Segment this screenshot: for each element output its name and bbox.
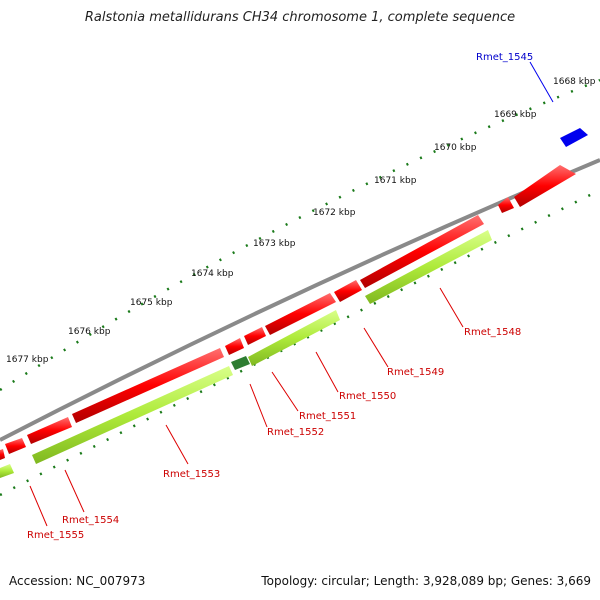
gene-arrow[interactable] xyxy=(244,327,266,345)
accession-text: Accession: NC_007973 xyxy=(9,574,146,588)
gene-arrow[interactable] xyxy=(27,417,72,444)
gene-arrow[interactable] xyxy=(231,356,250,370)
gene-arrow[interactable] xyxy=(265,293,336,335)
gene-arrow[interactable] xyxy=(225,338,244,355)
leader-line xyxy=(271,371,299,412)
gene-label[interactable]: Rmet_1550 xyxy=(339,391,396,402)
kbp-label: 1669 kbp xyxy=(494,110,537,120)
genome-summary: Topology: circular; Length: 3,928,089 bp… xyxy=(261,574,591,588)
gene-labels: Rmet_1545 Rmet_1548 Rmet_1549 Rmet_1550 … xyxy=(27,52,533,541)
gene-arrow[interactable] xyxy=(5,438,26,454)
kbp-labels: 1668 kbp 1669 kbp 1670 kbp 1671 kbp 1672… xyxy=(6,77,596,365)
kbp-label: 1675 kbp xyxy=(130,298,173,308)
leader-line xyxy=(439,287,464,328)
leader-line xyxy=(249,383,268,428)
map-title: Ralstonia metallidurans CH34 chromosome … xyxy=(84,10,516,25)
gene-arrow[interactable] xyxy=(514,165,576,207)
gene-label[interactable]: Rmet_1545 xyxy=(476,52,533,63)
leader-line xyxy=(363,327,389,368)
kbp-label: 1671 kbp xyxy=(374,176,417,186)
gene-label[interactable]: Rmet_1554 xyxy=(62,515,119,526)
gene-arrow-highlighted[interactable] xyxy=(560,128,588,147)
gene-arrow[interactable] xyxy=(248,310,340,366)
gene-arrow[interactable] xyxy=(498,197,514,213)
gene-label[interactable]: Rmet_1552 xyxy=(267,427,324,438)
kbp-label: 1672 kbp xyxy=(313,208,356,218)
leader-line xyxy=(529,61,554,103)
forward-genes xyxy=(0,165,576,460)
leader-line xyxy=(29,485,48,527)
leader-line xyxy=(315,351,339,393)
kbp-label: 1668 kbp xyxy=(553,77,596,87)
gene-arrow[interactable] xyxy=(0,449,5,460)
leader-line xyxy=(64,469,85,513)
kbp-label: 1676 kbp xyxy=(68,327,111,337)
gene-arrow[interactable] xyxy=(360,215,484,288)
scale-ring-outer xyxy=(0,78,600,392)
kbp-label: 1670 kbp xyxy=(434,143,477,153)
genome-backbone xyxy=(0,158,600,442)
gene-label[interactable]: Rmet_1549 xyxy=(387,367,444,378)
gene-arrow[interactable] xyxy=(72,348,224,423)
gene-label[interactable]: Rmet_1548 xyxy=(464,327,521,338)
gene-label[interactable]: Rmet_1553 xyxy=(163,469,220,480)
kbp-label: 1674 kbp xyxy=(191,269,234,279)
gene-arrow[interactable] xyxy=(334,280,362,302)
reverse-genes xyxy=(0,230,492,478)
gene-arrow[interactable] xyxy=(0,464,14,478)
kbp-label: 1677 kbp xyxy=(6,355,49,365)
leader-line xyxy=(165,424,189,465)
gene-label[interactable]: Rmet_1555 xyxy=(27,530,84,541)
scale-ring-inner xyxy=(0,188,600,497)
leader-lines xyxy=(29,61,554,527)
gene-label[interactable]: Rmet_1551 xyxy=(299,411,356,422)
kbp-label: 1673 kbp xyxy=(253,239,296,249)
gene-arrow[interactable] xyxy=(365,230,492,304)
gene-arrow[interactable] xyxy=(32,366,233,464)
